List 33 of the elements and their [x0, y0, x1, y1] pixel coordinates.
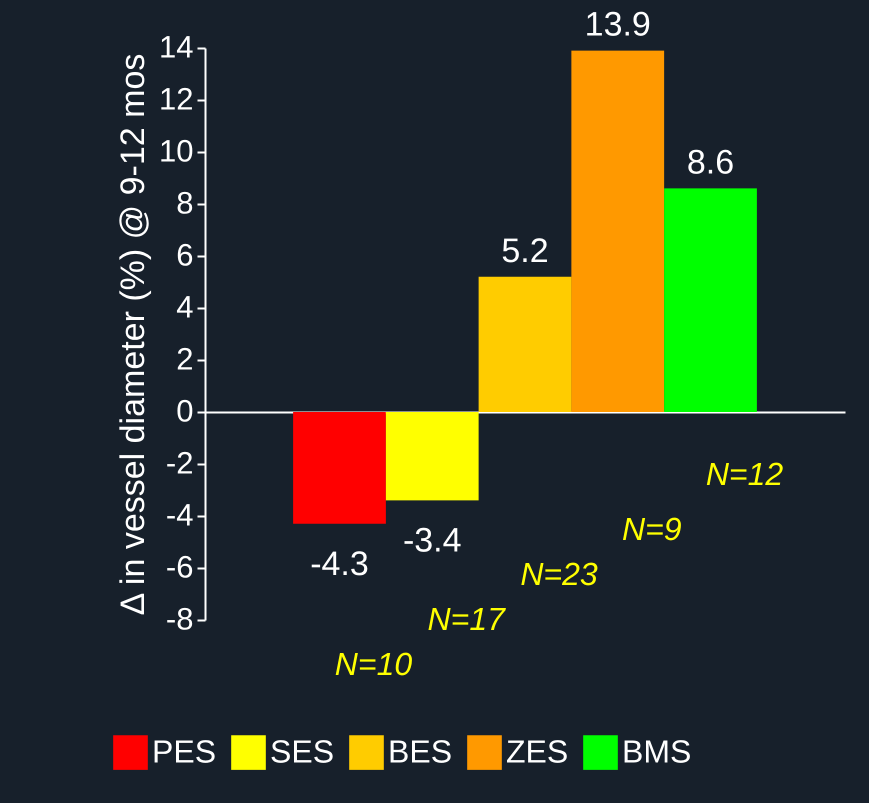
y-tick-label: -6 — [166, 550, 194, 584]
y-tick-label: -8 — [166, 602, 194, 636]
bar — [571, 50, 664, 412]
y-tick-label: 10 — [159, 134, 194, 168]
legend-label: BMS — [622, 734, 692, 770]
bar — [478, 276, 572, 412]
data-label: -3.4 — [402, 521, 462, 560]
legend-label: BES — [388, 734, 452, 770]
bar — [664, 188, 757, 412]
bar — [386, 412, 479, 500]
legend-label: SES — [270, 734, 334, 770]
annotation: N=23 — [520, 556, 598, 592]
annotation: N=9 — [622, 511, 682, 547]
bar — [293, 412, 386, 524]
y-axis-title: Δ in vessel diameter (%) @ 9-12 mos — [114, 54, 152, 616]
y-tick-label: -2 — [166, 446, 194, 480]
y-tick-label: -4 — [166, 498, 194, 532]
y-tick-label: 2 — [176, 342, 194, 376]
annotation: N=17 — [428, 601, 506, 637]
data-label: 5.2 — [501, 232, 549, 270]
y-tick-label: 4 — [176, 290, 194, 324]
text: N=10 — [334, 646, 412, 682]
y-tick-label: 14 — [159, 30, 194, 64]
y-tick-label: 6 — [176, 238, 194, 272]
y-tick-label: 12 — [159, 82, 194, 116]
data-label: -4.3 — [310, 544, 369, 583]
y-tick-label: 0 — [176, 394, 194, 428]
data-label: 8.6 — [686, 143, 734, 182]
y-tick-label: 8 — [176, 186, 194, 220]
annotation: N=12 — [706, 456, 784, 492]
legend-label: ZES — [506, 734, 568, 770]
data-label: 13.9 — [584, 6, 651, 44]
legend-label: PES — [152, 734, 216, 770]
